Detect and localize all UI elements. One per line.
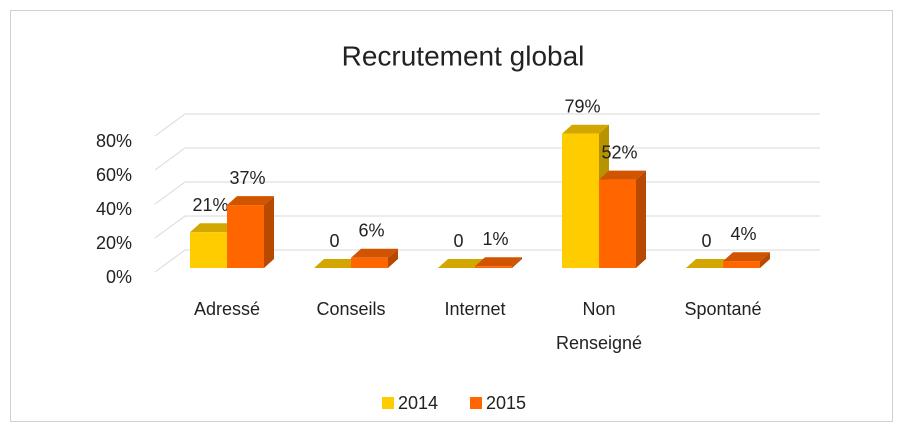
bar-top — [438, 259, 485, 268]
bar-top — [314, 259, 361, 268]
y-tick-label: 20% — [96, 233, 132, 253]
data-label: 0 — [329, 231, 339, 251]
legend-label: 2014 — [398, 393, 438, 413]
data-label: 52% — [601, 142, 637, 162]
bar-top — [190, 223, 237, 233]
legend-label: 2015 — [486, 393, 526, 413]
chart-title: Recrutement global — [342, 40, 585, 71]
bar-front — [562, 133, 599, 268]
grid-line — [154, 113, 820, 137]
bar-side — [760, 252, 770, 268]
data-label: 0 — [701, 231, 711, 251]
bar-front — [475, 266, 512, 268]
data-label: 79% — [564, 96, 600, 116]
bar-side — [388, 248, 398, 268]
bar-top — [227, 196, 274, 206]
bar — [314, 259, 361, 268]
bar-front — [351, 257, 388, 268]
bar-side — [512, 257, 522, 268]
x-tick-label: Internet — [444, 299, 505, 319]
bar — [438, 259, 485, 268]
bar-front — [723, 261, 760, 268]
bar-front — [599, 179, 636, 268]
x-tick-label: Non Renseigné — [556, 299, 642, 353]
data-label: 6% — [358, 221, 384, 241]
bar — [686, 259, 733, 268]
x-tick-label: Spontané — [684, 299, 761, 319]
x-tick-label: Adressé — [194, 299, 260, 319]
data-label: 1% — [482, 229, 508, 249]
y-tick-label: 0% — [106, 267, 132, 287]
data-label: 0 — [453, 231, 463, 251]
bar — [351, 248, 398, 268]
bar-front — [190, 232, 227, 268]
bar — [562, 124, 609, 268]
bar-top — [351, 248, 398, 258]
bar — [475, 257, 522, 268]
data-label: 21% — [192, 195, 228, 215]
x-tick-label: Conseils — [316, 299, 385, 319]
bar — [599, 170, 646, 268]
bar-top — [599, 170, 646, 180]
data-label: 4% — [730, 224, 756, 244]
bar-top — [562, 124, 609, 134]
bar — [723, 252, 770, 268]
bar-top — [686, 259, 733, 268]
y-tick-label: 60% — [96, 165, 132, 185]
y-tick-label: 40% — [96, 199, 132, 219]
bar — [227, 196, 274, 268]
legend-swatch — [382, 397, 394, 409]
legend-swatch — [470, 397, 482, 409]
bar-front — [227, 205, 264, 268]
bar-top — [475, 257, 522, 267]
bar-side — [264, 196, 274, 268]
y-tick-label: 80% — [96, 131, 132, 151]
bar-side — [636, 170, 646, 268]
data-label: 37% — [229, 168, 265, 188]
bar-top — [723, 252, 770, 262]
